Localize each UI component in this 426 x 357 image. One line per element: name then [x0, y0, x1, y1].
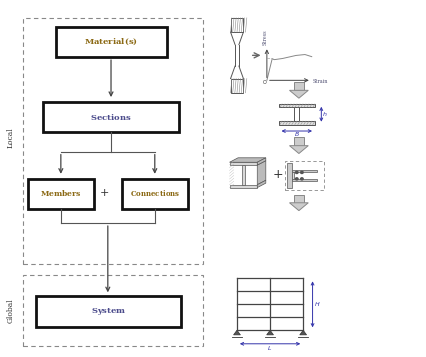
Polygon shape: [256, 161, 265, 185]
Bar: [230, 79, 243, 93]
Bar: [291, 170, 317, 172]
Bar: [55, 27, 166, 57]
Bar: [43, 102, 179, 132]
Bar: [36, 296, 181, 327]
Circle shape: [300, 178, 302, 180]
Text: Strain: Strain: [312, 79, 328, 84]
Bar: [230, 18, 243, 32]
Polygon shape: [241, 165, 245, 185]
Polygon shape: [266, 330, 273, 335]
Polygon shape: [289, 146, 308, 154]
Polygon shape: [289, 90, 308, 98]
Text: $\mathregular{C}$onnections: $\mathregular{C}$onnections: [130, 188, 180, 198]
Bar: [28, 178, 94, 209]
Bar: [287, 163, 291, 188]
Bar: [291, 172, 294, 179]
Bar: [121, 178, 187, 209]
Polygon shape: [229, 162, 256, 165]
Polygon shape: [229, 185, 256, 188]
Bar: [278, 104, 314, 107]
Text: Global: Global: [7, 298, 14, 323]
Text: $\mathregular{S}$ections: $\mathregular{S}$ections: [90, 112, 132, 122]
Text: Local: Local: [7, 127, 14, 148]
Circle shape: [295, 171, 297, 174]
Circle shape: [300, 171, 302, 174]
Text: h: h: [322, 112, 326, 117]
Polygon shape: [289, 203, 308, 211]
Circle shape: [295, 178, 297, 180]
Bar: [294, 107, 299, 121]
Bar: [278, 121, 314, 125]
Text: B: B: [294, 132, 298, 137]
Polygon shape: [233, 330, 240, 335]
Polygon shape: [293, 195, 303, 203]
Text: $\mathregular{M}$embers: $\mathregular{M}$embers: [40, 188, 82, 198]
Polygon shape: [256, 158, 265, 165]
Polygon shape: [293, 82, 303, 90]
Text: $\mathregular{S}$ystem: $\mathregular{S}$ystem: [91, 306, 127, 317]
Text: L: L: [268, 346, 271, 351]
Polygon shape: [299, 330, 306, 335]
Text: +: +: [100, 188, 109, 198]
Text: $\mathregular{M}$aterial(s): $\mathregular{M}$aterial(s): [84, 37, 138, 47]
Bar: [291, 179, 317, 181]
Text: +: +: [272, 169, 282, 181]
Polygon shape: [256, 180, 265, 188]
Polygon shape: [229, 158, 265, 162]
Polygon shape: [293, 137, 303, 146]
Text: H: H: [314, 302, 319, 307]
Text: Stress: Stress: [262, 30, 268, 45]
Text: O: O: [262, 80, 266, 85]
